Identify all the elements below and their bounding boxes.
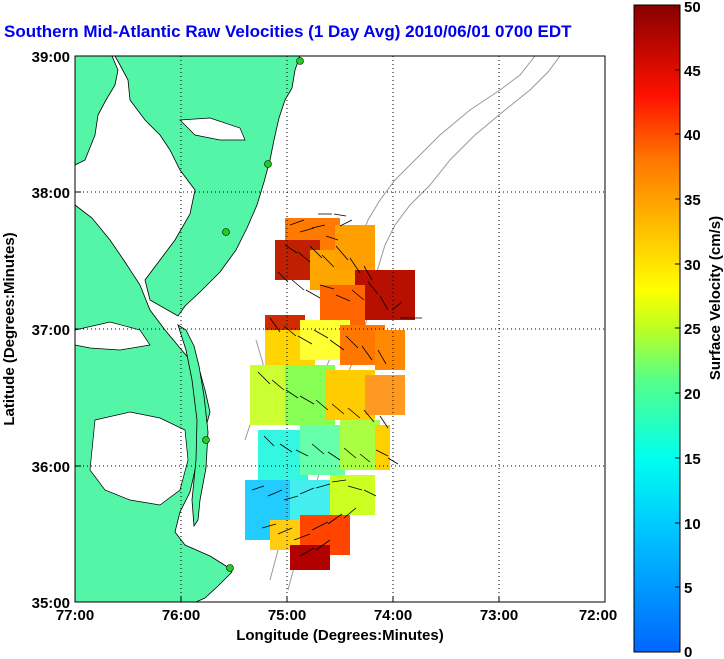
y-tick-label: 35:00 [32,595,70,612]
colorbar-tick-label: 50 [684,0,701,16]
y-tick-label: 36:00 [32,459,70,476]
radar-stations [202,57,304,572]
colorbar-tick-label: 15 [684,451,701,468]
station-marker [264,160,272,168]
x-axis-label: Longitude (Degrees:Minutes) [236,627,444,644]
y-tick-label: 37:00 [32,322,70,339]
x-tick-label: 73:00 [480,607,518,624]
map-title: Southern Mid-Atlantic Raw Velocities (1 … [4,22,572,41]
velocity-field [245,218,415,570]
y-tick-label: 38:00 [32,185,70,202]
colorbar-tick-label: 30 [684,257,701,274]
colorbar-tick-label: 35 [684,192,701,209]
land-outer-banks [177,324,209,528]
colorbar-tick-label: 25 [684,321,701,338]
colorbar-tick-label: 0 [684,644,692,659]
station-marker [222,228,230,236]
colorbar-ticks [675,4,680,653]
colorbar-tick-label: 10 [684,516,701,533]
y-axis-label: Latitude (Degrees:Minutes) [1,232,18,425]
colorbar-tick-label: 40 [684,127,701,144]
colorbar-label: Surface Velocity (cm/s) [707,216,724,380]
velocity-arrows [251,213,422,557]
x-tick-label: 76:00 [162,607,200,624]
colorbar-tick-label: 20 [684,386,701,403]
estuary-sound [89,411,189,506]
colorbar [633,4,681,653]
y-tick-label: 39:00 [32,49,70,66]
station-marker [202,436,210,444]
land-delmarva [114,56,301,317]
x-tick-label: 74:00 [374,607,412,624]
grid-lines [75,56,605,602]
x-tick-label: 77:00 [56,607,94,624]
land-western-shore [75,56,119,166]
x-tick-label: 75:00 [268,607,306,624]
colorbar-tick-label: 5 [684,580,692,597]
station-marker [226,564,234,572]
axis-ticks [74,55,606,603]
station-marker [296,57,304,65]
x-tick-label: 72:00 [579,607,617,624]
bay-inlet [179,117,246,141]
colorbar-tick-label: 45 [684,63,701,80]
